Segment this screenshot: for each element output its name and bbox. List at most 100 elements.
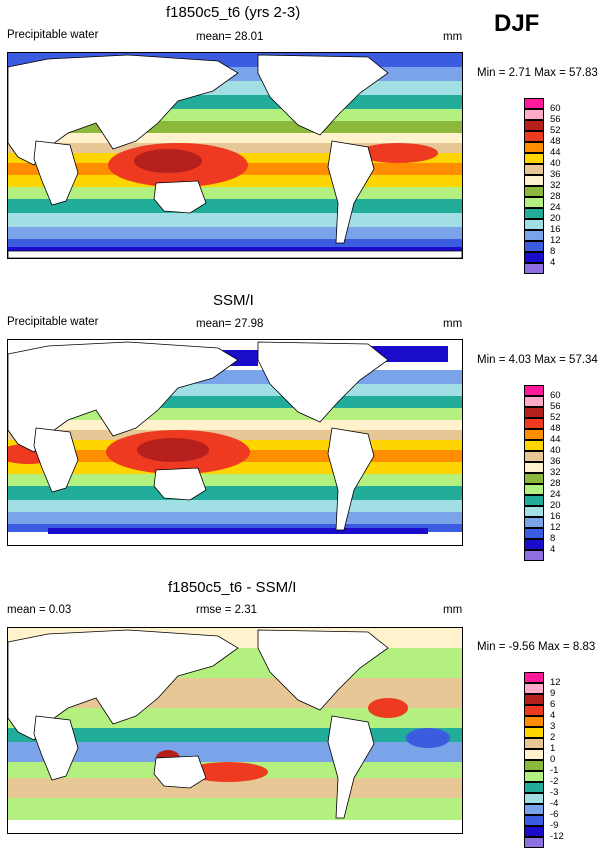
- legend-tick: 32: [550, 180, 561, 191]
- legend-swatch: [524, 462, 544, 473]
- legend-swatch: [524, 837, 544, 848]
- legend-swatch: [524, 517, 544, 528]
- minmax-label: Min = -9.56 Max = 8.83: [477, 641, 596, 653]
- legend-swatch: [524, 230, 544, 241]
- legend-swatch: [524, 539, 544, 550]
- legend-swatch: [524, 672, 544, 683]
- legend-swatch: [524, 407, 544, 418]
- legend-tick: -2: [550, 776, 559, 787]
- season-label: DJF: [494, 10, 540, 37]
- legend-tick: 20: [550, 213, 561, 224]
- legend-tick: 0: [550, 754, 556, 765]
- legend-tick: 2: [550, 732, 556, 743]
- legend-tick: 52: [550, 412, 561, 423]
- legend-swatch: [524, 429, 544, 440]
- legend-swatch: [524, 252, 544, 263]
- legend-swatch: [524, 716, 544, 727]
- legend-swatch: [524, 219, 544, 230]
- legend-swatch: [524, 175, 544, 186]
- legend-swatch: [524, 738, 544, 749]
- units-label: mm: [443, 604, 463, 616]
- legend-tick: -6: [550, 809, 559, 820]
- legend-tick: 52: [550, 125, 561, 136]
- rmse-label: rmse = 2.31: [196, 604, 258, 616]
- legend-tick: 12: [550, 522, 561, 533]
- legend-swatch: [524, 109, 544, 120]
- legend-swatch: [524, 550, 544, 561]
- legend-swatch: [524, 506, 544, 517]
- legend-swatch: [524, 120, 544, 131]
- variable-label: Precipitable water: [7, 29, 99, 41]
- legend-tick: 28: [550, 191, 561, 202]
- legend-tick: 9: [550, 688, 556, 699]
- legend-tick: 56: [550, 114, 561, 125]
- legend-tick: 6: [550, 699, 556, 710]
- legend-swatch: [524, 804, 544, 815]
- legend-swatch: [524, 771, 544, 782]
- legend-tick: 40: [550, 158, 561, 169]
- minmax-label: Min = 4.03 Max = 57.34: [477, 354, 598, 366]
- legend-tick: 48: [550, 423, 561, 434]
- legend-swatch: [524, 241, 544, 252]
- legend-swatch: [524, 484, 544, 495]
- legend-swatch: [524, 793, 544, 804]
- legend-tick: 44: [550, 434, 561, 445]
- legend-swatch: [524, 131, 544, 142]
- variable-label: Precipitable water: [7, 316, 99, 328]
- legend-tick: 44: [550, 147, 561, 158]
- legend-tick: 8: [550, 246, 556, 257]
- legend-tick: 4: [550, 257, 556, 268]
- panel-title: f1850c5_t6 - SSM/I: [168, 579, 297, 596]
- legend-tick: 36: [550, 169, 561, 180]
- legend-swatch: [524, 815, 544, 826]
- legend-tick: -12: [550, 831, 564, 842]
- legend-swatch: [524, 760, 544, 771]
- legend-swatch: [524, 186, 544, 197]
- legend-swatch: [524, 473, 544, 484]
- world-map: [7, 627, 463, 834]
- legend-swatch: [524, 153, 544, 164]
- legend-tick: 16: [550, 224, 561, 235]
- legend-swatch: [524, 683, 544, 694]
- legend-swatch: [524, 495, 544, 506]
- legend-swatch: [524, 440, 544, 451]
- minmax-label: Min = 2.71 Max = 57.83: [477, 67, 598, 79]
- legend-tick: 40: [550, 445, 561, 456]
- panel-title: SSM/I: [213, 292, 254, 309]
- legend-swatch: [524, 451, 544, 462]
- legend-tick: 20: [550, 500, 561, 511]
- legend-swatch: [524, 385, 544, 396]
- legend-tick: 12: [550, 677, 561, 688]
- legend-swatch: [524, 164, 544, 175]
- legend-tick: 28: [550, 478, 561, 489]
- world-map: [7, 339, 463, 546]
- world-map: [7, 52, 463, 259]
- legend-tick: -9: [550, 820, 559, 831]
- legend-swatch: [524, 826, 544, 837]
- legend-tick: 1: [550, 743, 556, 754]
- legend-tick: 24: [550, 489, 561, 500]
- legend-tick: -4: [550, 798, 559, 809]
- legend-tick: 4: [550, 710, 556, 721]
- legend-swatch: [524, 528, 544, 539]
- legend-tick: 12: [550, 235, 561, 246]
- legend-tick: -1: [550, 765, 559, 776]
- mean-label: mean = 0.03: [7, 604, 72, 616]
- legend-tick: 24: [550, 202, 561, 213]
- legend-swatch: [524, 749, 544, 760]
- mean-label: mean= 27.98: [196, 318, 264, 330]
- legend-tick: 36: [550, 456, 561, 467]
- legend-swatch: [524, 694, 544, 705]
- legend-swatch: [524, 142, 544, 153]
- legend-tick: 8: [550, 533, 556, 544]
- legend-tick: 32: [550, 467, 561, 478]
- legend-swatch: [524, 263, 544, 274]
- legend-tick: 16: [550, 511, 561, 522]
- panel-title: f1850c5_t6 (yrs 2-3): [166, 4, 301, 21]
- legend-tick: -3: [550, 787, 559, 798]
- legend-tick: 48: [550, 136, 561, 147]
- legend-swatch: [524, 782, 544, 793]
- legend-swatch: [524, 418, 544, 429]
- legend-tick: 60: [550, 103, 561, 114]
- legend-swatch: [524, 98, 544, 109]
